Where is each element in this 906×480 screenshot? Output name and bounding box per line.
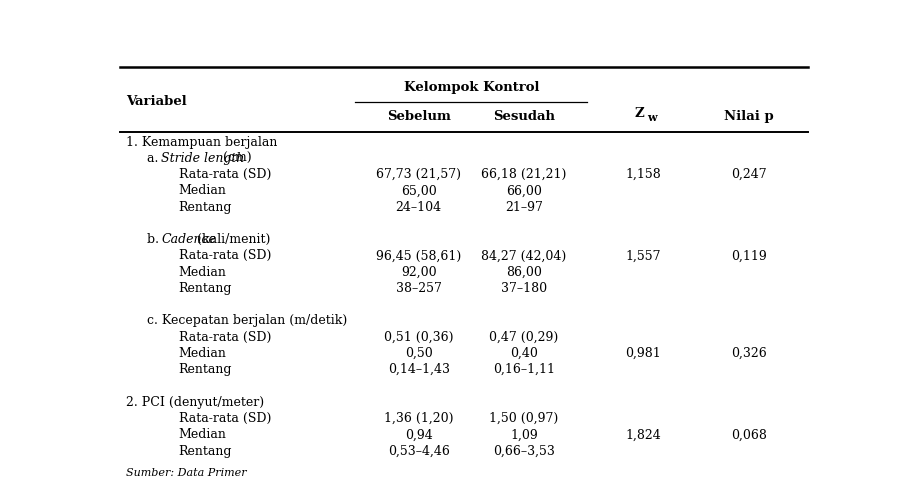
Text: 67,73 (21,57): 67,73 (21,57) [376,168,461,181]
Text: 2. PCI (denyut/meter): 2. PCI (denyut/meter) [126,396,264,409]
Text: 1,158: 1,158 [625,168,661,181]
Text: 21–97: 21–97 [505,201,543,214]
Text: 0,119: 0,119 [731,250,766,263]
Text: 0,66–3,53: 0,66–3,53 [493,444,555,457]
Text: 1. Kemampuan berjalan: 1. Kemampuan berjalan [126,135,277,149]
Text: 0,16–1,11: 0,16–1,11 [493,363,555,376]
Text: 0,51 (0,36): 0,51 (0,36) [384,331,453,344]
Text: 0,14–1,43: 0,14–1,43 [388,363,449,376]
Text: Z: Z [635,107,645,120]
Text: 96,45 (58,61): 96,45 (58,61) [376,250,461,263]
Text: Variabel: Variabel [126,96,187,108]
Text: 1,36 (1,20): 1,36 (1,20) [384,412,453,425]
Text: 0,53–4,46: 0,53–4,46 [388,444,449,457]
Text: 0,40: 0,40 [510,347,538,360]
Text: Median: Median [178,184,226,197]
Text: 0,068: 0,068 [731,428,766,441]
Text: b.: b. [147,233,163,246]
Text: 1,824: 1,824 [625,428,661,441]
Text: 24–104: 24–104 [396,201,442,214]
Text: 0,247: 0,247 [731,168,766,181]
Text: Rata-rata (SD): Rata-rata (SD) [178,412,271,425]
Text: Rata-rata (SD): Rata-rata (SD) [178,331,271,344]
Text: Nilai p: Nilai p [724,110,774,123]
Text: Rentang: Rentang [178,282,232,295]
Text: Rentang: Rentang [178,201,232,214]
Text: 38–257: 38–257 [396,282,441,295]
Text: 1,50 (0,97): 1,50 (0,97) [489,412,559,425]
Text: 86,00: 86,00 [506,266,542,279]
Text: Cadence: Cadence [161,233,217,246]
Text: Sumber: Data Primer: Sumber: Data Primer [126,468,246,479]
Text: Rata-rata (SD): Rata-rata (SD) [178,168,271,181]
Text: 0,47 (0,29): 0,47 (0,29) [489,331,559,344]
Text: Rentang: Rentang [178,363,232,376]
Text: (cm): (cm) [219,152,252,165]
Text: 65,00: 65,00 [400,184,437,197]
Text: 1,09: 1,09 [510,428,538,441]
Text: Median: Median [178,266,226,279]
Text: Kelompok Kontrol: Kelompok Kontrol [403,81,539,94]
Text: Median: Median [178,347,226,360]
Text: (kali/menit): (kali/menit) [193,233,270,246]
Text: 0,981: 0,981 [625,347,661,360]
Text: a.: a. [147,152,162,165]
Text: 66,00: 66,00 [506,184,542,197]
Text: 0,326: 0,326 [731,347,766,360]
Text: w: w [647,112,657,123]
Text: Rentang: Rentang [178,444,232,457]
Text: Rata-rata (SD): Rata-rata (SD) [178,250,271,263]
Text: 84,27 (42,04): 84,27 (42,04) [481,250,566,263]
Text: 66,18 (21,21): 66,18 (21,21) [481,168,566,181]
Text: Median: Median [178,428,226,441]
Text: 0,50: 0,50 [405,347,432,360]
Text: Sebelum: Sebelum [387,110,450,123]
Text: 0,94: 0,94 [405,428,432,441]
Text: 1,557: 1,557 [626,250,661,263]
Text: Stride length: Stride length [161,152,245,165]
Text: c. Kecepatan berjalan (m/detik): c. Kecepatan berjalan (m/detik) [147,314,347,327]
Text: Sesudah: Sesudah [493,110,555,123]
Text: 92,00: 92,00 [400,266,437,279]
Text: 37–180: 37–180 [501,282,547,295]
